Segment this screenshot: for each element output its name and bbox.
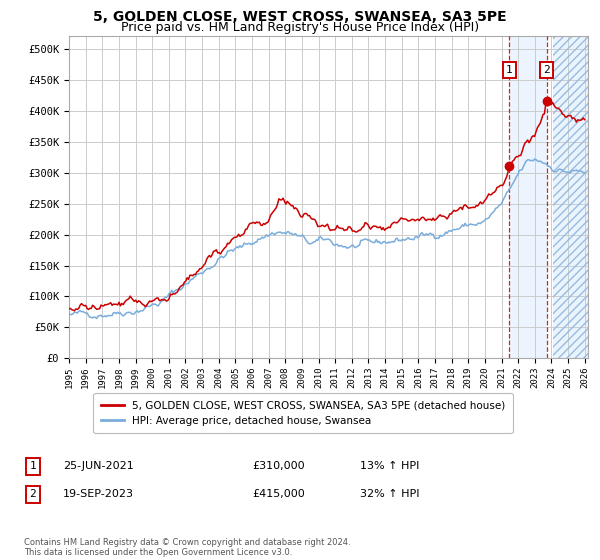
- Bar: [553, 36, 588, 358]
- Text: 2: 2: [544, 65, 550, 75]
- Text: 19-SEP-2023: 19-SEP-2023: [63, 489, 134, 500]
- Text: Contains HM Land Registry data © Crown copyright and database right 2024.
This d: Contains HM Land Registry data © Crown c…: [24, 538, 350, 557]
- Text: £415,000: £415,000: [252, 489, 305, 500]
- Legend: 5, GOLDEN CLOSE, WEST CROSS, SWANSEA, SA3 5PE (detached house), HPI: Average pri: 5, GOLDEN CLOSE, WEST CROSS, SWANSEA, SA…: [94, 393, 512, 433]
- Text: £310,000: £310,000: [252, 461, 305, 472]
- Text: 32% ↑ HPI: 32% ↑ HPI: [360, 489, 419, 500]
- Text: Price paid vs. HM Land Registry's House Price Index (HPI): Price paid vs. HM Land Registry's House …: [121, 21, 479, 34]
- Bar: [553, 36, 588, 358]
- Bar: [509, 36, 547, 358]
- Text: 25-JUN-2021: 25-JUN-2021: [63, 461, 134, 472]
- Text: 1: 1: [29, 461, 37, 472]
- Text: 5, GOLDEN CLOSE, WEST CROSS, SWANSEA, SA3 5PE: 5, GOLDEN CLOSE, WEST CROSS, SWANSEA, SA…: [93, 10, 507, 24]
- Text: 13% ↑ HPI: 13% ↑ HPI: [360, 461, 419, 472]
- Text: 1: 1: [506, 65, 513, 75]
- Text: 2: 2: [29, 489, 37, 500]
